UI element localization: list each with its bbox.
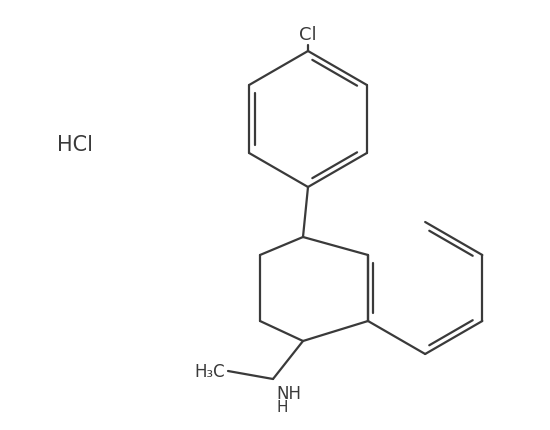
Text: HCl: HCl bbox=[57, 135, 93, 155]
Text: Cl: Cl bbox=[299, 26, 317, 44]
Text: H: H bbox=[276, 399, 288, 414]
Text: NH: NH bbox=[276, 384, 301, 402]
Text: H₃C: H₃C bbox=[194, 362, 225, 380]
